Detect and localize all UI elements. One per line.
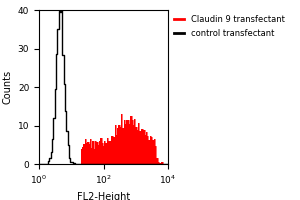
Y-axis label: Counts: Counts: [2, 70, 12, 104]
Legend: Claudin 9 transfectant, control transfectant: Claudin 9 transfectant, control transfec…: [173, 14, 286, 39]
X-axis label: FL2-Height: FL2-Height: [77, 192, 130, 200]
